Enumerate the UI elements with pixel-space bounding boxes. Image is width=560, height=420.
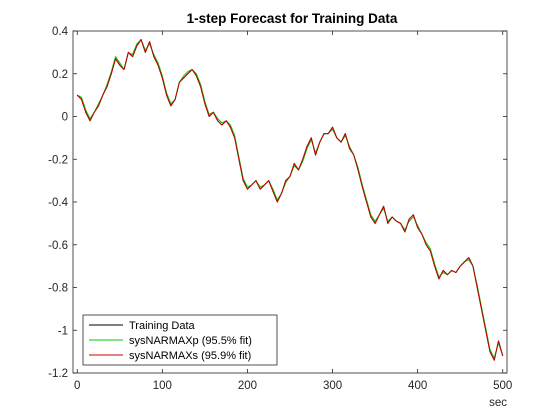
x-tick-label: 300 — [323, 380, 342, 392]
x-tick-label: 0 — [74, 380, 80, 392]
y-tick-label: -1 — [58, 325, 68, 337]
y-tick-label: 0.4 — [52, 26, 69, 38]
series-line-2 — [76, 39, 504, 361]
y-axis: -1.2 -1 -0.8 -0.6 -0.4 -0.2 0 0.2 0.4 — [48, 26, 507, 380]
x-axis: 0 100 200 300 400 500 — [74, 31, 512, 392]
series-layer — [76, 39, 504, 361]
y-tick-label: -1.2 — [48, 368, 68, 380]
legend-label-2: sysNARMAXs (95.9% fit) — [129, 350, 251, 362]
legend-label-1: sysNARMAXp (95.5% fit) — [129, 335, 252, 347]
legend-label-0: Training Data — [129, 320, 196, 332]
x-tick-label: 100 — [153, 380, 172, 392]
y-tick-label: 0 — [62, 112, 68, 124]
y-tick-label: -0.8 — [48, 283, 68, 295]
x-tick-label: 400 — [408, 380, 427, 392]
x-axis-unit-label: sec — [489, 397, 507, 409]
x-tick-label: 500 — [493, 380, 512, 392]
y-tick-label: -0.2 — [48, 154, 68, 166]
legend: Training Data sysNARMAXp (95.5% fit) sysNA… — [82, 314, 278, 366]
y-tick-label: 0.2 — [52, 69, 68, 81]
y-tick-label: -0.6 — [48, 240, 68, 252]
x-tick-label: 200 — [238, 380, 257, 392]
y-tick-label: -0.4 — [48, 197, 68, 209]
chart-title: 1-step Forecast for Training Data — [187, 11, 398, 26]
